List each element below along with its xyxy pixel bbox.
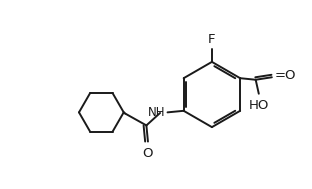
- Text: NH: NH: [148, 106, 166, 119]
- Text: =O: =O: [274, 69, 296, 82]
- Text: F: F: [208, 33, 216, 46]
- Text: HO: HO: [249, 99, 269, 112]
- Text: O: O: [142, 146, 153, 160]
